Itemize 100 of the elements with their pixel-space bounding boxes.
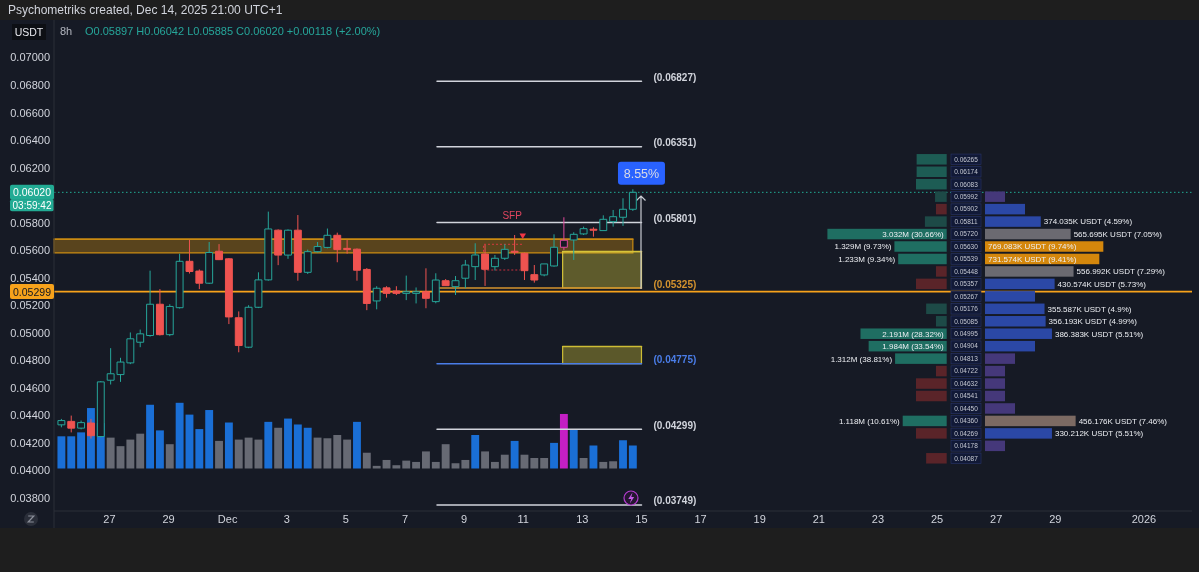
y-tick-label: 0.06400 — [10, 134, 50, 147]
candlestick — [362, 267, 371, 311]
candlestick — [619, 197, 627, 227]
data-label: 2.191M (28.32%) — [882, 329, 945, 339]
bar — [481, 451, 489, 469]
bar — [985, 365, 1005, 377]
bar — [392, 465, 401, 469]
ref-line-label: 0.06020 — [13, 186, 52, 199]
candlestick — [481, 244, 490, 287]
bar — [353, 421, 361, 469]
series-label: (0.05325) — [653, 278, 697, 290]
x-tick-label: 27 — [990, 513, 1003, 525]
candlestick — [77, 420, 86, 430]
candlestick — [412, 286, 421, 304]
y-tick-label: 0.04000 — [10, 464, 50, 477]
bar — [985, 353, 1015, 364]
bar — [264, 421, 273, 469]
bar — [155, 430, 164, 469]
data-label: 565.695K USDT (7.05%) — [1073, 229, 1163, 239]
data-label: 456.176K USDT (7.46%) — [1078, 416, 1168, 426]
candlestick — [224, 257, 233, 325]
bar — [985, 191, 1005, 202]
bar — [343, 439, 352, 469]
x-tick-label: 25 — [930, 513, 944, 525]
x-tick-label: 23 — [871, 513, 885, 525]
bar — [985, 415, 1076, 427]
candlestick — [205, 241, 214, 285]
y-tick-label: 0.07000 — [10, 51, 50, 64]
data-label: 374.035K USDT (4.59%) — [1043, 217, 1133, 227]
bar — [619, 440, 627, 469]
bar — [284, 418, 292, 469]
bar — [205, 410, 214, 469]
ref-line-label: 0.05299 — [13, 285, 52, 298]
candlestick — [500, 243, 509, 261]
data-label: 3.032M (30.66%) — [882, 229, 945, 239]
y-axis-title: USDT — [14, 25, 44, 38]
series-label: (0.04775) — [653, 354, 697, 366]
data-label: 356.193K USDT (4.99%) — [1048, 317, 1138, 327]
candlestick — [165, 303, 174, 337]
candlestick — [146, 270, 155, 338]
y-tick-label: 0.05200 — [10, 299, 50, 312]
bar — [628, 445, 637, 469]
data-label: 386.383K USDT (5.51%) — [1054, 329, 1144, 339]
bar — [451, 463, 460, 469]
candlestick — [402, 275, 411, 301]
data-label: 1.984M (33.54%) — [882, 342, 945, 352]
x-tick-label: 19 — [753, 513, 766, 525]
annotation: 03:59:42 — [12, 199, 52, 211]
bar — [599, 461, 608, 469]
candlestick — [550, 233, 558, 268]
candlestick — [215, 243, 223, 261]
bar — [540, 457, 549, 469]
bar — [461, 459, 470, 469]
y-tick-label: 0.05000 — [10, 326, 50, 339]
bar — [985, 266, 1074, 277]
bar — [441, 444, 450, 469]
candlestick — [353, 247, 361, 282]
bar — [985, 228, 1071, 240]
series-label: (0.06827) — [653, 71, 697, 83]
bar — [136, 433, 145, 469]
bar — [146, 404, 155, 469]
x-tick-label: 5 — [342, 513, 349, 525]
bar — [559, 413, 568, 469]
candlestick — [441, 278, 450, 287]
data-label: 330.212K USDT (5.51%) — [1054, 429, 1144, 439]
x-tick-label: 21 — [812, 513, 825, 525]
bar — [569, 429, 578, 469]
candlestick — [274, 228, 283, 266]
text: 8h — [60, 25, 73, 37]
x-tick-label: 13 — [576, 513, 589, 525]
candlestick — [451, 275, 460, 296]
bar — [985, 440, 1005, 452]
candlestick — [490, 254, 499, 272]
y-tick-label: 0.04800 — [10, 354, 50, 367]
x-tick-label: 11 — [517, 513, 529, 525]
bar — [362, 452, 371, 469]
candlestick — [431, 272, 440, 304]
data-label: 430.574K USDT (5.73%) — [1057, 279, 1147, 289]
x-tick-label: 29 — [1049, 513, 1062, 525]
candlestick — [540, 263, 549, 277]
bar — [234, 439, 243, 469]
bar — [402, 460, 411, 469]
x-tick-label: 9 — [461, 513, 468, 525]
bar — [412, 461, 421, 469]
bar — [510, 440, 519, 469]
y-tick-label: 0.04400 — [10, 409, 50, 422]
data-label: 1.329M (9.73%) — [834, 242, 892, 252]
candlestick — [136, 329, 145, 348]
y-tick-label: 0.04600 — [10, 381, 50, 394]
series-label: (0.04299) — [653, 419, 697, 431]
bar — [126, 439, 135, 469]
x-tick-label: 3 — [283, 513, 290, 525]
bar — [274, 427, 283, 469]
data-label: 355.587K USDT (4.9%) — [1047, 304, 1132, 314]
candlestick — [559, 216, 568, 251]
bar — [985, 428, 1052, 439]
candlestick — [175, 253, 184, 310]
annotation: 8.55% — [623, 166, 660, 181]
x-tick-label: Dec — [217, 513, 238, 525]
x-tick-label: 27 — [103, 513, 116, 525]
